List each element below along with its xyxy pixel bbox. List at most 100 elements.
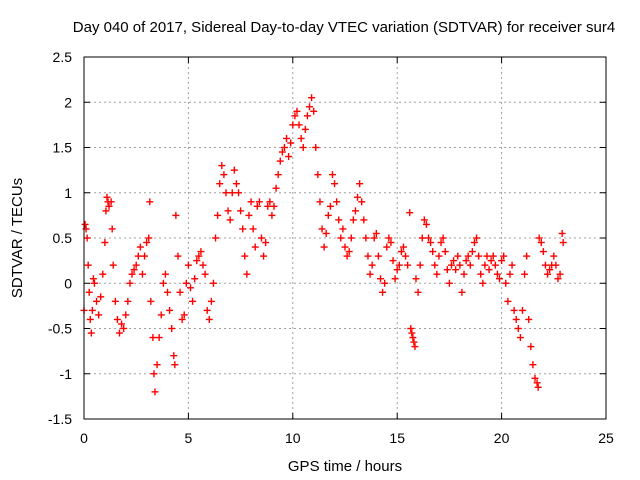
- data-point: [406, 209, 414, 217]
- data-point: [402, 252, 410, 260]
- data-point: [510, 306, 518, 314]
- x-tick-label: 0: [80, 430, 88, 446]
- data-point: [81, 220, 89, 228]
- data-point: [535, 234, 543, 242]
- data-point: [326, 202, 334, 210]
- data-point: [255, 198, 263, 206]
- data-point: [445, 279, 453, 287]
- data-point: [487, 257, 495, 265]
- data-point: [418, 234, 426, 242]
- y-axis-label: SDTVAR / TECUs: [9, 178, 26, 298]
- data-point: [146, 198, 154, 206]
- data-point: [184, 261, 192, 269]
- data-point: [178, 315, 186, 323]
- data-point: [470, 239, 478, 247]
- data-point: [347, 234, 355, 242]
- data-point: [222, 189, 230, 197]
- data-point: [368, 261, 376, 269]
- data-point: [130, 266, 138, 274]
- data-point: [318, 225, 326, 233]
- data-point: [108, 225, 116, 233]
- data-point: [534, 383, 542, 391]
- data-point: [374, 252, 382, 260]
- data-point: [496, 275, 504, 283]
- data-point: [491, 261, 499, 269]
- data-point: [232, 180, 240, 188]
- data-point: [143, 239, 151, 247]
- data-point: [411, 343, 419, 351]
- data-point: [115, 329, 123, 337]
- data-point: [174, 252, 182, 260]
- data-point: [212, 234, 220, 242]
- data-point: [481, 261, 489, 269]
- data-point: [370, 234, 378, 242]
- data-point: [266, 198, 274, 206]
- data-point: [395, 261, 403, 269]
- data-point: [381, 279, 389, 287]
- data-point: [541, 261, 549, 269]
- data-point: [122, 311, 130, 319]
- data-point: [89, 275, 97, 283]
- data-point: [416, 261, 424, 269]
- data-point: [420, 216, 428, 224]
- data-point: [197, 248, 205, 256]
- data-point: [333, 198, 341, 206]
- data-point: [93, 297, 101, 305]
- data-point: [328, 171, 336, 179]
- y-tick-label: 0.5: [53, 230, 73, 246]
- data-point: [331, 180, 339, 188]
- data-point: [514, 325, 522, 332]
- data-point: [272, 184, 280, 192]
- data-point: [86, 315, 94, 323]
- data-point: [439, 234, 447, 242]
- data-point: [150, 370, 158, 378]
- data-point: [397, 248, 405, 256]
- data-point: [155, 334, 163, 342]
- data-point: [493, 270, 501, 278]
- data-point: [531, 374, 539, 382]
- data-point: [220, 171, 228, 179]
- data-point: [147, 297, 155, 305]
- data-point: [251, 243, 259, 251]
- data-point: [391, 275, 399, 283]
- data-point: [237, 207, 245, 215]
- data-point: [351, 207, 359, 215]
- grid-lines: [84, 57, 606, 419]
- data-point: [316, 198, 324, 206]
- data-point: [176, 288, 184, 296]
- data-point: [441, 248, 449, 256]
- data-point: [218, 162, 226, 170]
- data-point: [278, 148, 286, 156]
- data-point: [285, 153, 293, 161]
- data-point: [303, 112, 311, 120]
- data-point: [527, 343, 535, 351]
- data-point: [191, 275, 199, 283]
- data-point: [136, 243, 144, 251]
- tick-labels: 0 5 10 15 20 25 -1.5 -1 -0.5 0 0.5 1 1.5 2 2.5: [48, 49, 614, 446]
- data-point: [425, 234, 433, 242]
- data-point: [343, 252, 351, 260]
- data-point: [224, 207, 232, 215]
- data-point: [393, 266, 401, 274]
- data-point: [295, 121, 303, 129]
- data-point: [485, 266, 493, 274]
- data-point: [87, 329, 95, 337]
- data-point: [182, 279, 190, 287]
- data-point: [450, 257, 458, 265]
- data-point: [260, 252, 268, 260]
- data-point: [558, 229, 566, 237]
- data-point: [489, 252, 497, 260]
- y-tick-label: -0.5: [48, 321, 72, 337]
- data-point: [207, 297, 215, 305]
- data-point: [83, 234, 91, 242]
- data-point: [427, 239, 435, 247]
- data-point: [166, 306, 174, 314]
- data-point: [516, 334, 524, 342]
- data-point: [262, 239, 270, 247]
- data-point: [341, 243, 349, 251]
- chart-title: Day 040 of 2017, Sidereal Day-to-day VTE…: [73, 19, 615, 36]
- data-point: [161, 270, 169, 278]
- data-point: [466, 261, 474, 269]
- data-point: [552, 261, 560, 269]
- data-point: [314, 171, 322, 179]
